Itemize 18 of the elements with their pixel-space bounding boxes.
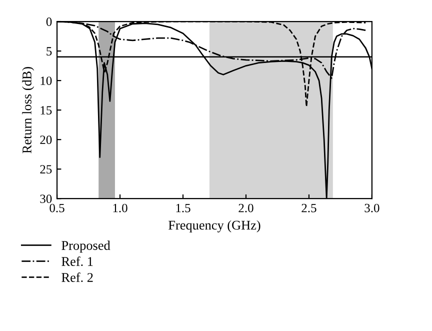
y-tick-label: 0 xyxy=(46,18,52,26)
legend-label: Ref. 2 xyxy=(62,272,93,282)
x-tick-label: 1.0 xyxy=(113,204,128,212)
y-tick-label: 15 xyxy=(40,106,52,115)
x-tick-label: 0.5 xyxy=(50,204,64,212)
x-axis-title: Frequency (GHz) xyxy=(168,220,260,232)
y-tick-label: 20 xyxy=(40,136,52,144)
y-tick-label: 5 xyxy=(46,47,52,56)
x-tick-label: 1.5 xyxy=(176,204,190,212)
x-tick-label: 2.5 xyxy=(302,204,316,212)
y-tick-label: 30 xyxy=(40,194,52,204)
legend-label: Proposed xyxy=(62,240,110,253)
y-axis-title: Return loss (dB) xyxy=(22,67,34,154)
y-tick-label: 10 xyxy=(40,76,52,86)
y-tick-label: 25 xyxy=(40,165,52,174)
legend-label: Ref. 1 xyxy=(62,256,93,266)
x-tick-label: 3.0 xyxy=(364,204,380,212)
x-tick-label: 2.0 xyxy=(238,204,254,212)
